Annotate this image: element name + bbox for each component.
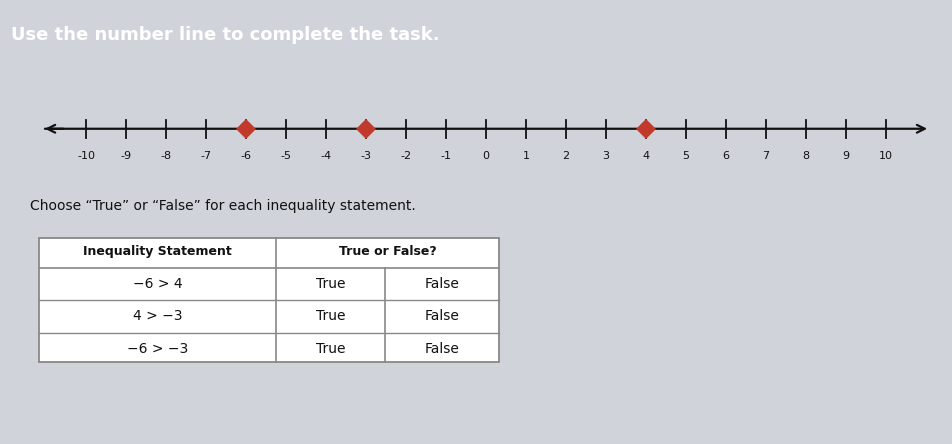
Text: 9: 9: [842, 151, 848, 161]
Text: 3: 3: [602, 151, 609, 161]
Text: 10: 10: [878, 151, 892, 161]
Text: -8: -8: [160, 151, 171, 161]
Text: 6: 6: [722, 151, 728, 161]
Text: 4: 4: [642, 151, 649, 161]
Text: 1: 1: [522, 151, 529, 161]
Text: -1: -1: [440, 151, 451, 161]
Text: 2: 2: [562, 151, 569, 161]
Text: -6: -6: [240, 151, 251, 161]
Text: 4 > −3: 4 > −3: [132, 309, 182, 323]
Text: -2: -2: [400, 151, 411, 161]
Text: False: False: [425, 342, 459, 356]
Text: False: False: [425, 277, 459, 291]
Text: 0: 0: [482, 151, 489, 161]
Text: Inequality Statement: Inequality Statement: [83, 245, 231, 258]
Text: -5: -5: [280, 151, 291, 161]
Text: -3: -3: [360, 151, 371, 161]
Text: True: True: [316, 309, 346, 323]
Text: -9: -9: [120, 151, 131, 161]
Text: -4: -4: [320, 151, 331, 161]
Text: 8: 8: [802, 151, 808, 161]
Text: 5: 5: [682, 151, 688, 161]
Text: −6 > −3: −6 > −3: [127, 342, 188, 356]
Text: -10: -10: [77, 151, 95, 161]
Text: -7: -7: [200, 151, 211, 161]
Text: True or False?: True or False?: [339, 245, 436, 258]
Bar: [38, 238, 499, 362]
Text: 7: 7: [762, 151, 768, 161]
Text: Choose “True” or “False” for each inequality statement.: Choose “True” or “False” for each inequa…: [30, 199, 416, 214]
Text: Use the number line to complete the task.: Use the number line to complete the task…: [11, 26, 440, 44]
Text: True: True: [316, 342, 346, 356]
Text: −6 > 4: −6 > 4: [132, 277, 182, 291]
Text: True: True: [316, 277, 346, 291]
Text: False: False: [425, 309, 459, 323]
